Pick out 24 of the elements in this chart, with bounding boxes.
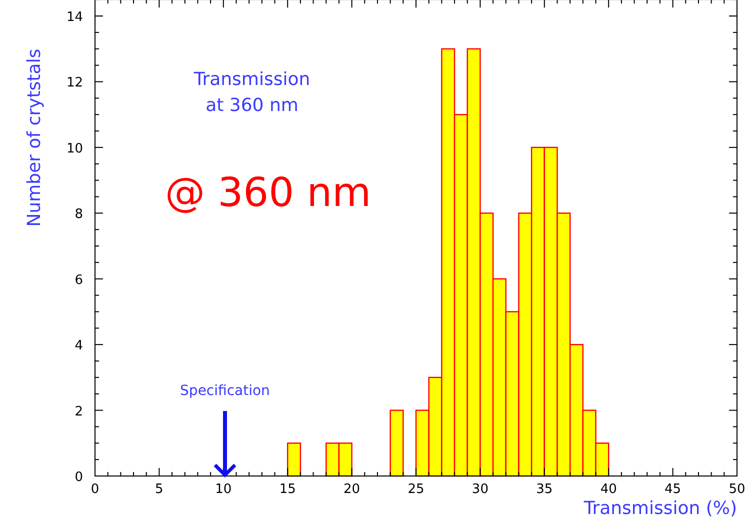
y-tick-label: 10 [66,141,83,156]
x-tick-label: 30 [472,482,488,497]
x-tick-label: 45 [664,482,682,497]
y-axis-title: Number of crytstals [24,48,45,227]
annotation: Specification [180,383,270,399]
x-tick-label: 15 [279,482,296,497]
y-tick-label: 4 [74,338,83,354]
y-tick-label: 2 [74,404,83,420]
y-tick-label: 12 [66,76,83,91]
x-tick-label: 10 [215,482,232,497]
y-tick-label: 8 [74,207,83,222]
x-tick-label: 20 [344,482,360,497]
y-tick-label: 6 [74,272,83,288]
x-tick-label: 0 [90,482,100,497]
x-tick-label: 40 [600,482,617,497]
annotation: @ 360 nm [165,170,372,216]
x-axis-title: Transmission (%) [582,498,737,519]
y-tick-label: 14 [66,10,83,25]
y-tick-label: 0 [74,470,83,485]
x-tick-label: 5 [155,482,164,497]
x-tick-label: 25 [408,482,424,497]
x-tick-label: 35 [536,482,553,497]
x-tick-label: 50 [728,482,746,497]
annotation: Transmission at 360 nm [192,69,310,116]
